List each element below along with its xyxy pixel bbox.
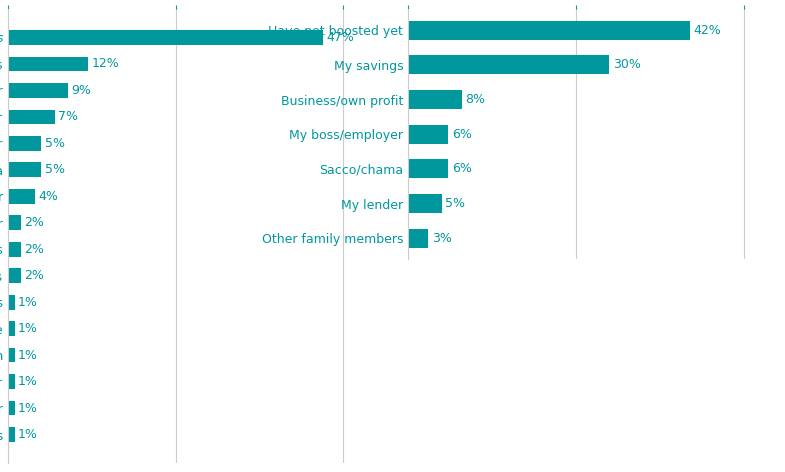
Bar bbox=[8, 216, 21, 230]
Bar bbox=[408, 160, 448, 178]
Bar bbox=[8, 242, 21, 256]
Bar bbox=[8, 57, 89, 71]
Text: 9%: 9% bbox=[71, 84, 92, 97]
Text: 4%: 4% bbox=[38, 190, 58, 203]
Text: 6%: 6% bbox=[452, 162, 472, 176]
Bar bbox=[8, 374, 15, 389]
Text: 1%: 1% bbox=[18, 349, 38, 362]
Bar bbox=[8, 110, 55, 124]
Text: 5%: 5% bbox=[45, 137, 64, 150]
Text: 7%: 7% bbox=[58, 110, 78, 123]
Bar bbox=[8, 401, 15, 415]
Text: 6%: 6% bbox=[452, 128, 472, 141]
Text: 5%: 5% bbox=[45, 163, 64, 176]
Text: 47%: 47% bbox=[327, 31, 354, 44]
Bar bbox=[8, 189, 35, 203]
Text: 12%: 12% bbox=[92, 57, 119, 70]
Bar bbox=[8, 83, 68, 98]
Text: 1%: 1% bbox=[18, 402, 38, 415]
Text: 2%: 2% bbox=[24, 269, 45, 282]
Bar bbox=[408, 194, 442, 213]
Text: 5%: 5% bbox=[445, 197, 465, 210]
Bar bbox=[8, 162, 42, 177]
Bar bbox=[8, 295, 15, 310]
Bar bbox=[408, 21, 690, 40]
Text: 2%: 2% bbox=[24, 243, 45, 256]
Bar bbox=[8, 269, 21, 283]
Text: 1%: 1% bbox=[18, 322, 38, 335]
Bar bbox=[408, 55, 609, 75]
Text: 1%: 1% bbox=[18, 375, 38, 388]
Bar bbox=[8, 427, 15, 442]
Text: 1%: 1% bbox=[18, 428, 38, 441]
Text: 2%: 2% bbox=[24, 216, 45, 229]
Bar bbox=[408, 125, 448, 144]
Bar bbox=[8, 136, 42, 151]
Bar bbox=[8, 321, 15, 336]
Text: 8%: 8% bbox=[466, 93, 485, 106]
Bar bbox=[8, 348, 15, 362]
Text: 30%: 30% bbox=[613, 59, 641, 71]
Bar bbox=[8, 30, 323, 45]
Text: 1%: 1% bbox=[18, 296, 38, 309]
Text: 3%: 3% bbox=[432, 232, 451, 244]
Bar bbox=[408, 228, 429, 248]
Bar bbox=[408, 90, 462, 109]
Text: 42%: 42% bbox=[693, 24, 721, 37]
